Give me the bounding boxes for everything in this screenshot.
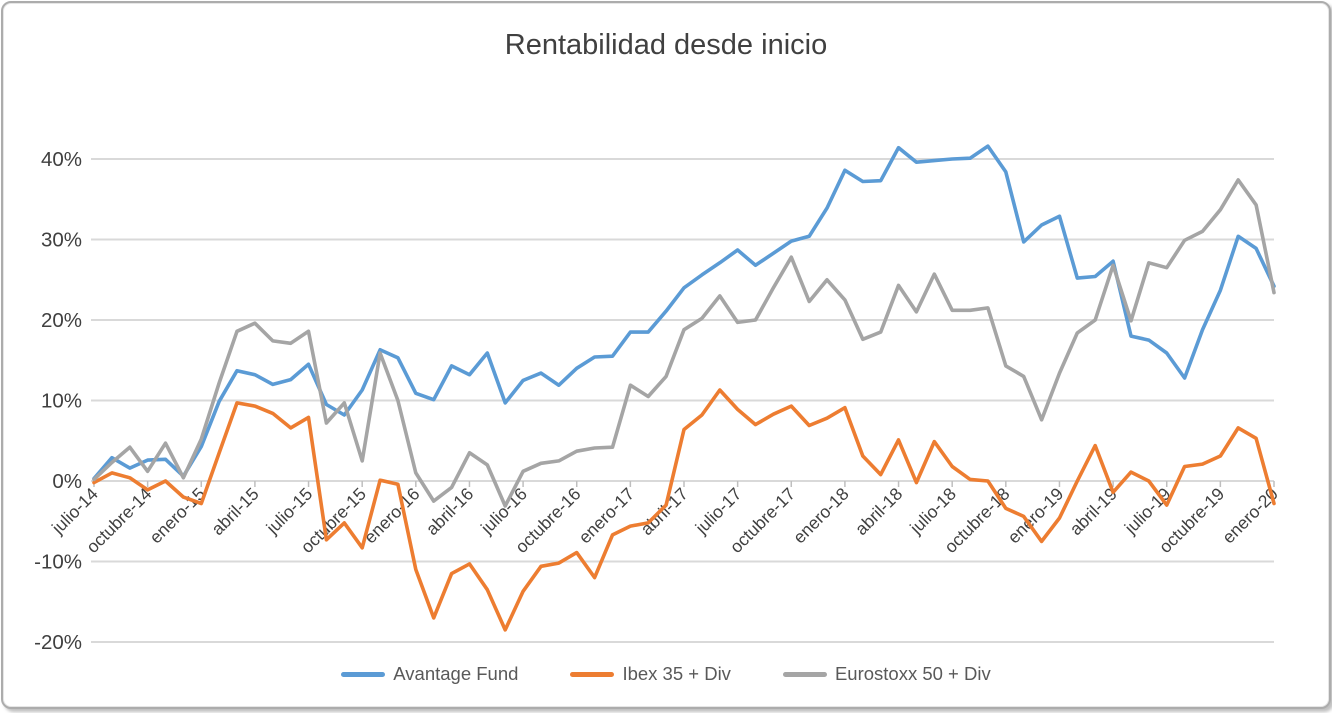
y-axis-label-30: 30%: [41, 229, 82, 252]
legend-label-avantage-fund: Avantage Fund: [393, 663, 519, 684]
chart-title: Rentabilidad desde inicio: [504, 29, 828, 61]
x-axis-label-abril-17: abril-17: [636, 484, 691, 539]
legend-swatch-eurostoxx-50-div: [782, 671, 827, 677]
y-axis-label--10: -10%: [34, 551, 82, 574]
legend-label-ibex-35-div: Ibex 35 + Div: [622, 663, 731, 684]
y-axis-label-40: 40%: [41, 148, 82, 171]
legend-swatch-ibex-35-div: [570, 671, 615, 677]
x-axis-label-enero-18: enero-18: [789, 484, 853, 548]
x-axis-label-enero-19: enero-19: [1004, 484, 1068, 548]
y-axis-label--20: -20%: [34, 631, 82, 654]
legend-swatch-avantage-fund: [341, 671, 386, 677]
legend-item-eurostoxx-50-div: Eurostoxx 50 + Div: [782, 663, 991, 685]
legend-label-eurostoxx-50-div: Eurostoxx 50 + Div: [834, 663, 991, 684]
series-line-eurostoxx-50-div: [92, 178, 1276, 508]
legend-item-avantage-fund: Avantage Fund: [341, 663, 518, 685]
legend-item-ibex-35-div: Ibex 35 + Div: [570, 663, 731, 685]
y-axis-label-0: 0%: [52, 470, 82, 493]
x-axis-label-enero-17: enero-17: [575, 484, 639, 548]
chart-legend: Avantage Fund Ibex 35 + Div Eurostoxx 50…: [3, 663, 1329, 685]
y-axis-label-20: 20%: [41, 309, 82, 332]
line-chart: 40%30%20%10%0%-10%-20%julio-14octubre-14…: [34, 144, 1282, 654]
x-axis-label-abril-16: abril-16: [422, 484, 477, 539]
series-line-avantage-fund: [92, 144, 1276, 481]
x-axis-label-abril-15: abril-15: [207, 484, 262, 539]
x-axis-label-abril-18: abril-18: [851, 484, 906, 539]
y-axis-label-10: 10%: [41, 390, 82, 413]
series-line-ibex-35-div: [92, 388, 1276, 632]
